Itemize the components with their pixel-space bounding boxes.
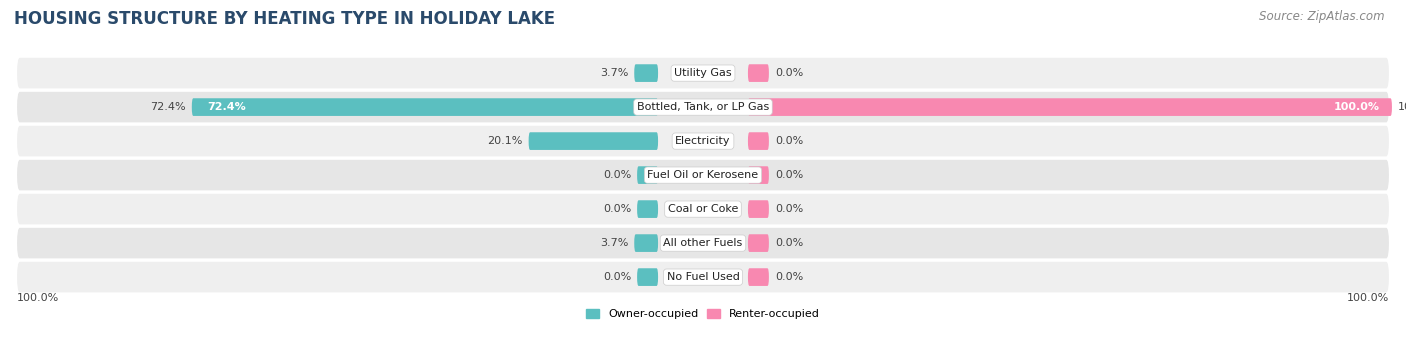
FancyBboxPatch shape bbox=[634, 64, 658, 82]
FancyBboxPatch shape bbox=[748, 234, 769, 252]
FancyBboxPatch shape bbox=[17, 126, 1389, 156]
FancyBboxPatch shape bbox=[191, 98, 658, 116]
Text: Bottled, Tank, or LP Gas: Bottled, Tank, or LP Gas bbox=[637, 102, 769, 112]
Text: 0.0%: 0.0% bbox=[775, 68, 803, 78]
Text: Fuel Oil or Kerosene: Fuel Oil or Kerosene bbox=[647, 170, 759, 180]
Text: Electricity: Electricity bbox=[675, 136, 731, 146]
FancyBboxPatch shape bbox=[529, 132, 658, 150]
FancyBboxPatch shape bbox=[637, 166, 658, 184]
FancyBboxPatch shape bbox=[17, 92, 1389, 122]
Text: 20.1%: 20.1% bbox=[488, 136, 523, 146]
Text: 0.0%: 0.0% bbox=[775, 136, 803, 146]
FancyBboxPatch shape bbox=[17, 262, 1389, 292]
Text: 100.0%: 100.0% bbox=[1347, 293, 1389, 303]
Text: Utility Gas: Utility Gas bbox=[675, 68, 731, 78]
Legend: Owner-occupied, Renter-occupied: Owner-occupied, Renter-occupied bbox=[581, 304, 825, 323]
FancyBboxPatch shape bbox=[637, 200, 658, 218]
Text: 0.0%: 0.0% bbox=[603, 170, 631, 180]
FancyBboxPatch shape bbox=[17, 194, 1389, 224]
Text: 72.4%: 72.4% bbox=[207, 102, 246, 112]
FancyBboxPatch shape bbox=[748, 166, 769, 184]
Text: 3.7%: 3.7% bbox=[600, 238, 628, 248]
FancyBboxPatch shape bbox=[17, 160, 1389, 190]
FancyBboxPatch shape bbox=[637, 268, 658, 286]
Text: HOUSING STRUCTURE BY HEATING TYPE IN HOLIDAY LAKE: HOUSING STRUCTURE BY HEATING TYPE IN HOL… bbox=[14, 10, 555, 28]
FancyBboxPatch shape bbox=[17, 228, 1389, 258]
Text: 0.0%: 0.0% bbox=[775, 272, 803, 282]
Text: 100.0%: 100.0% bbox=[1334, 102, 1379, 112]
FancyBboxPatch shape bbox=[748, 268, 769, 286]
Text: 72.4%: 72.4% bbox=[150, 102, 186, 112]
Text: All other Fuels: All other Fuels bbox=[664, 238, 742, 248]
Text: 0.0%: 0.0% bbox=[775, 170, 803, 180]
Text: 0.0%: 0.0% bbox=[775, 204, 803, 214]
Text: 100.0%: 100.0% bbox=[1398, 102, 1406, 112]
Text: 0.0%: 0.0% bbox=[603, 204, 631, 214]
Text: 0.0%: 0.0% bbox=[775, 238, 803, 248]
Text: Source: ZipAtlas.com: Source: ZipAtlas.com bbox=[1260, 10, 1385, 23]
FancyBboxPatch shape bbox=[17, 58, 1389, 88]
FancyBboxPatch shape bbox=[748, 132, 769, 150]
FancyBboxPatch shape bbox=[748, 200, 769, 218]
Text: No Fuel Used: No Fuel Used bbox=[666, 272, 740, 282]
FancyBboxPatch shape bbox=[634, 234, 658, 252]
Text: 3.7%: 3.7% bbox=[600, 68, 628, 78]
Text: Coal or Coke: Coal or Coke bbox=[668, 204, 738, 214]
FancyBboxPatch shape bbox=[748, 98, 1392, 116]
Text: 0.0%: 0.0% bbox=[603, 272, 631, 282]
FancyBboxPatch shape bbox=[748, 64, 769, 82]
Text: 100.0%: 100.0% bbox=[17, 293, 59, 303]
